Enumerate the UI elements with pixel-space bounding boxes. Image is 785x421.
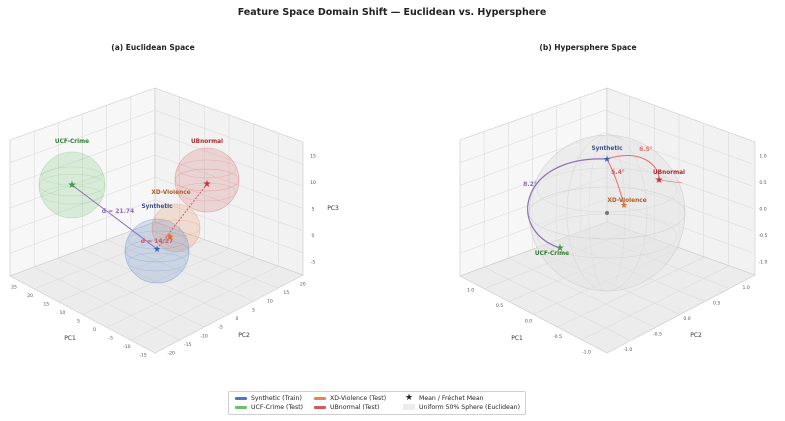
- annotation-angle-ucf: 8.2°: [523, 181, 537, 188]
- label-ubnormal: UBnormal: [191, 139, 223, 145]
- tick-x: 0: [93, 327, 96, 333]
- mean-star-xd-b: ★: [620, 201, 628, 211]
- panel-b-title: (b) Hypersphere Space: [539, 43, 636, 52]
- tick-z: -5: [311, 260, 316, 266]
- tick-z: 0: [312, 233, 315, 239]
- tick-y: 5: [252, 307, 255, 313]
- mean-star-ucf-b: ★: [556, 243, 565, 254]
- panel-hypersphere: (b) Hypersphere Space ★ ★ ★ ★ Synthetic: [459, 43, 768, 355]
- tick-z: 0.5: [759, 180, 766, 186]
- panel-b-ticks: 1.0 0.5 0.0 -0.5 -1.0 -1.0 -0.5 0.0 0.5 1.0 -1.0 -0…: [467, 153, 768, 355]
- label-xd-violence-b: XD-Violence: [607, 198, 646, 204]
- tick-x: 25: [11, 284, 17, 290]
- star-icon: ★: [404, 393, 414, 403]
- panel-a-title: (a) Euclidean Space: [111, 43, 194, 52]
- label-synthetic: Synthetic: [141, 204, 173, 210]
- legend-item-xd: XD-Violence (Test): [314, 395, 386, 403]
- mean-star-ubnormal-b: ★: [655, 175, 664, 186]
- tick-y: 15: [283, 290, 289, 296]
- tick-z: 15: [310, 153, 316, 159]
- tick-y: -10: [200, 333, 208, 339]
- mean-star-xd: ★: [166, 232, 175, 243]
- tick-x: -1.0: [582, 349, 591, 355]
- label-xd-violence: XD-Violence: [151, 190, 190, 196]
- tick-x: -10: [123, 344, 131, 350]
- label-synthetic-b: Synthetic: [591, 146, 623, 152]
- mean-star-synthetic-b: ★: [603, 155, 611, 165]
- tick-x: 5: [77, 319, 80, 325]
- tick-z: 1.0: [759, 153, 766, 159]
- axis-label-pc3: PC3: [327, 205, 339, 212]
- tick-x: 0.0: [525, 319, 532, 325]
- mean-star-ubnormal: ★: [203, 179, 212, 190]
- distance-line-ucf: [71, 184, 158, 250]
- panel-a-axes-box: [9, 87, 304, 354]
- tick-x: 15: [43, 301, 49, 307]
- legend-item-mean: ★ Mean / Fréchet Mean: [404, 393, 484, 403]
- tick-y: 20: [300, 281, 306, 287]
- pointer-ubnormal: [658, 179, 683, 184]
- tick-y: 0: [236, 316, 239, 322]
- legend: Synthetic (Train) UCF-Crime (Test) XD-Vi…: [228, 391, 526, 415]
- legend-item-sphere: Uniform 50% Sphere (Euclidean): [403, 404, 520, 412]
- axis-label-pc2-b: PC2: [690, 332, 702, 339]
- geodesic-xd: [606, 158, 625, 206]
- figure-title: Feature Space Domain Shift — Euclidean v…: [238, 7, 547, 18]
- legend-item-ucf: UCF-Crime (Test): [235, 404, 303, 412]
- annotation-angle-xd: 5.4°: [611, 169, 625, 176]
- annotation-angle-ub: 6.5°: [639, 146, 653, 153]
- tick-x: -0.5: [553, 334, 562, 340]
- tick-x: 20: [27, 293, 33, 299]
- tick-z: 0.0: [759, 207, 766, 213]
- tick-z: -0.5: [759, 233, 768, 239]
- tick-x: 1.0: [467, 288, 474, 294]
- label-ubnormal-b: UBnormal: [653, 170, 685, 176]
- annotation-distance-ub: d = 14.27: [141, 238, 173, 245]
- tick-y: 10: [267, 299, 273, 305]
- tick-x: 0.5: [496, 303, 503, 309]
- axis-label-pc1: PC1: [64, 335, 76, 342]
- axis-label-pc1-b: PC1: [511, 335, 523, 342]
- tick-x: -5: [108, 336, 113, 342]
- panel-a-grid: [9, 96, 304, 341]
- tick-y: -20: [167, 351, 175, 357]
- sphere-ubnormal: [174, 147, 240, 213]
- tick-x: 10: [59, 310, 65, 316]
- mean-star-ucf: ★: [68, 180, 77, 191]
- tick-y: -0.5: [653, 332, 662, 338]
- tick-x: -15: [139, 353, 147, 359]
- unit-sphere: [528, 134, 686, 292]
- tick-y: 0.0: [683, 316, 690, 322]
- panel-a-ticks: 25 20 15 10 5 0 -5 -10 -15 -20 -15 -10 -5 0 5 10 15 20 -5 0…: [11, 153, 316, 358]
- tick-y: 1.0: [743, 285, 750, 291]
- legend-item-ubnormal: UBnormal (Test): [314, 404, 379, 412]
- tick-y: -5: [218, 325, 223, 331]
- legend-item-synthetic: Synthetic (Train): [235, 395, 302, 403]
- axis-label-pc2: PC2: [238, 332, 250, 339]
- tick-y: -15: [184, 342, 192, 348]
- label-ucf-crime-b: UCF-Crime: [535, 251, 569, 257]
- tick-z: 5: [312, 207, 315, 213]
- distance-line-ubnormal: [156, 183, 208, 250]
- tick-y: -1.0: [623, 347, 632, 353]
- label-ucf-crime: UCF-Crime: [55, 139, 89, 145]
- tick-y: 0.5: [713, 300, 720, 306]
- panel-euclidean: (a) Euclidean Space: [9, 43, 339, 359]
- mean-star-synthetic: ★: [153, 245, 161, 255]
- tick-z: -1.0: [759, 260, 768, 266]
- geodesic-ubnormal: [606, 154, 660, 181]
- tick-z: 10: [310, 180, 316, 186]
- geodesic-ucf: [527, 158, 608, 249]
- annotation-distance-ucf: d = 21.74: [102, 208, 134, 215]
